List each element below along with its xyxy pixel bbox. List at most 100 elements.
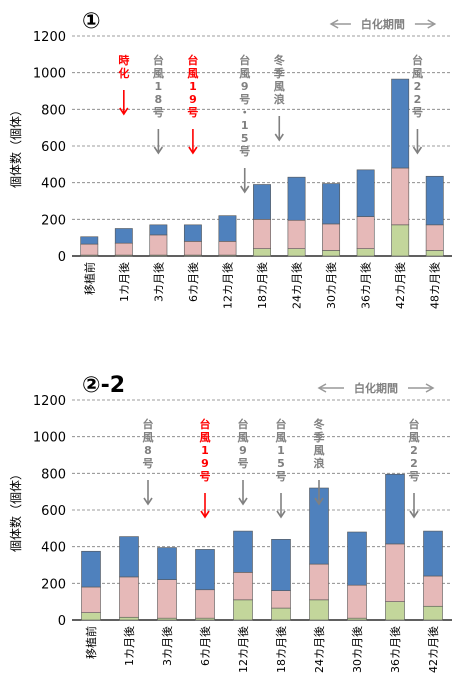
y-tick-label: 600 bbox=[41, 504, 66, 519]
period-arrowhead bbox=[329, 19, 339, 29]
annotation-label: 5 bbox=[241, 132, 249, 145]
annotation-label: 季 bbox=[313, 430, 326, 444]
bar-segment bbox=[309, 599, 329, 621]
annotation-label: 風 bbox=[276, 431, 287, 444]
annotation-label: 風 bbox=[409, 431, 420, 444]
annotation-label: 8 bbox=[155, 93, 163, 106]
annotation-label: 号 bbox=[187, 106, 198, 119]
annotation-label: 1 bbox=[189, 80, 197, 93]
x-tick-label: 18カ月後 bbox=[255, 262, 269, 309]
x-tick-label: 24カ月後 bbox=[290, 262, 304, 309]
bar-segment bbox=[233, 572, 253, 601]
annotation-arrowhead bbox=[412, 146, 423, 155]
annotation-arrowhead bbox=[238, 497, 248, 506]
bar-segment bbox=[119, 616, 139, 621]
annotation-label: 季 bbox=[273, 66, 286, 80]
bar-segment bbox=[309, 563, 329, 601]
bar-segment bbox=[157, 547, 177, 580]
annotation-label: 号 bbox=[143, 457, 154, 470]
bar-segment bbox=[322, 223, 341, 251]
bar-segment bbox=[183, 224, 202, 242]
annotation-label: 台 bbox=[412, 53, 423, 67]
bar-segment bbox=[391, 167, 410, 226]
y-tick-label: 400 bbox=[41, 541, 66, 556]
bar-segment bbox=[425, 250, 444, 257]
annotation-label: 風 bbox=[187, 67, 198, 80]
annotation-label: 台 bbox=[409, 417, 420, 431]
annotation-label: 1 bbox=[201, 444, 209, 457]
annotation-label: 9 bbox=[239, 444, 247, 457]
x-tick-label: 6カ月後 bbox=[186, 262, 200, 302]
bar-segment bbox=[218, 215, 237, 242]
bar-segment bbox=[195, 589, 215, 619]
x-tick-label: 3カ月後 bbox=[160, 626, 174, 666]
y-tick-label: 400 bbox=[41, 177, 66, 192]
bar-segment bbox=[114, 242, 133, 256]
bar-segment bbox=[385, 543, 405, 602]
annotation-label: 台 bbox=[238, 417, 249, 431]
x-tick-label: 移植前 bbox=[84, 626, 98, 659]
annotation-label: 風 bbox=[143, 431, 154, 444]
bleaching-period-label: 白化期間 bbox=[361, 17, 405, 31]
bleaching-period-label: 白化期間 bbox=[354, 381, 398, 395]
annotation-label: 9 bbox=[189, 93, 197, 106]
bar-segment bbox=[253, 248, 271, 257]
x-tick-label: 42カ月後 bbox=[393, 262, 407, 309]
annotation-label: 2 bbox=[410, 457, 418, 470]
period-arrowhead bbox=[427, 19, 437, 29]
bar-segment bbox=[385, 601, 405, 621]
annotation-label: 化 bbox=[118, 66, 129, 80]
annotation-label: 風 bbox=[200, 431, 211, 444]
annotation-label: 8 bbox=[144, 444, 152, 457]
bar-segment bbox=[80, 243, 99, 256]
bar-segment bbox=[423, 530, 443, 577]
bar-segment bbox=[81, 550, 101, 588]
x-tick-label: 1カ月後 bbox=[122, 626, 136, 666]
annotation-label: 号 bbox=[153, 106, 164, 119]
annotation-label: 風 bbox=[412, 67, 423, 80]
bar-segment bbox=[356, 248, 375, 257]
bar-segment bbox=[287, 219, 306, 249]
bar-segment bbox=[356, 169, 375, 217]
y-tick-label: 200 bbox=[41, 213, 66, 228]
bar-segment bbox=[287, 248, 306, 257]
x-tick-label: 12カ月後 bbox=[220, 262, 234, 309]
annotation-label: 5 bbox=[277, 457, 285, 470]
bar-segment bbox=[271, 607, 291, 621]
bar-segment bbox=[119, 576, 139, 618]
bar-segment bbox=[114, 228, 133, 244]
bar-segment bbox=[271, 539, 291, 591]
period-arrowhead bbox=[425, 383, 435, 393]
y-tick-label: 1000 bbox=[33, 431, 66, 446]
y-tick-label: 0 bbox=[58, 614, 66, 629]
annotation-label: 台 bbox=[187, 53, 198, 67]
x-tick-label: 12カ月後 bbox=[236, 626, 250, 673]
bar-segment bbox=[183, 241, 202, 256]
annotation-label: 9 bbox=[241, 80, 249, 93]
annotation-arrowhead bbox=[276, 510, 286, 519]
annotation-label: 9 bbox=[201, 457, 209, 470]
annotation-label: 風 bbox=[314, 444, 325, 457]
x-tick-label: 30カ月後 bbox=[350, 626, 364, 673]
x-tick-label: 42カ月後 bbox=[426, 626, 440, 673]
bar-segment bbox=[157, 579, 177, 619]
annotation-label: 号 bbox=[238, 457, 249, 470]
x-tick-label: 1カ月後 bbox=[117, 262, 131, 302]
bar-segment bbox=[423, 575, 443, 607]
annotation-label: 浪 bbox=[314, 456, 325, 470]
y-tick-label: 0 bbox=[58, 250, 66, 265]
period-arrowhead bbox=[317, 383, 327, 393]
annotation-label: 1 bbox=[241, 119, 249, 132]
annotation-label: 号 bbox=[409, 470, 420, 483]
x-tick-label: 30カ月後 bbox=[324, 262, 338, 309]
x-tick-label: 24カ月後 bbox=[312, 626, 326, 673]
annotation-label: 号 bbox=[239, 145, 250, 158]
annotation-label: 浪 bbox=[274, 92, 285, 106]
annotation-label: 2 bbox=[414, 80, 422, 93]
annotation-label: 冬 bbox=[274, 53, 285, 67]
bar-segment bbox=[391, 224, 410, 257]
annotation-label: 2 bbox=[414, 93, 422, 106]
bar-segment bbox=[385, 473, 405, 545]
chart-1: ① 0 200 400 600 800 1000 1200 個体数（個体） 移植前 1カ月後 3カ月… bbox=[8, 9, 452, 309]
annotation-label: 時 bbox=[118, 53, 129, 67]
